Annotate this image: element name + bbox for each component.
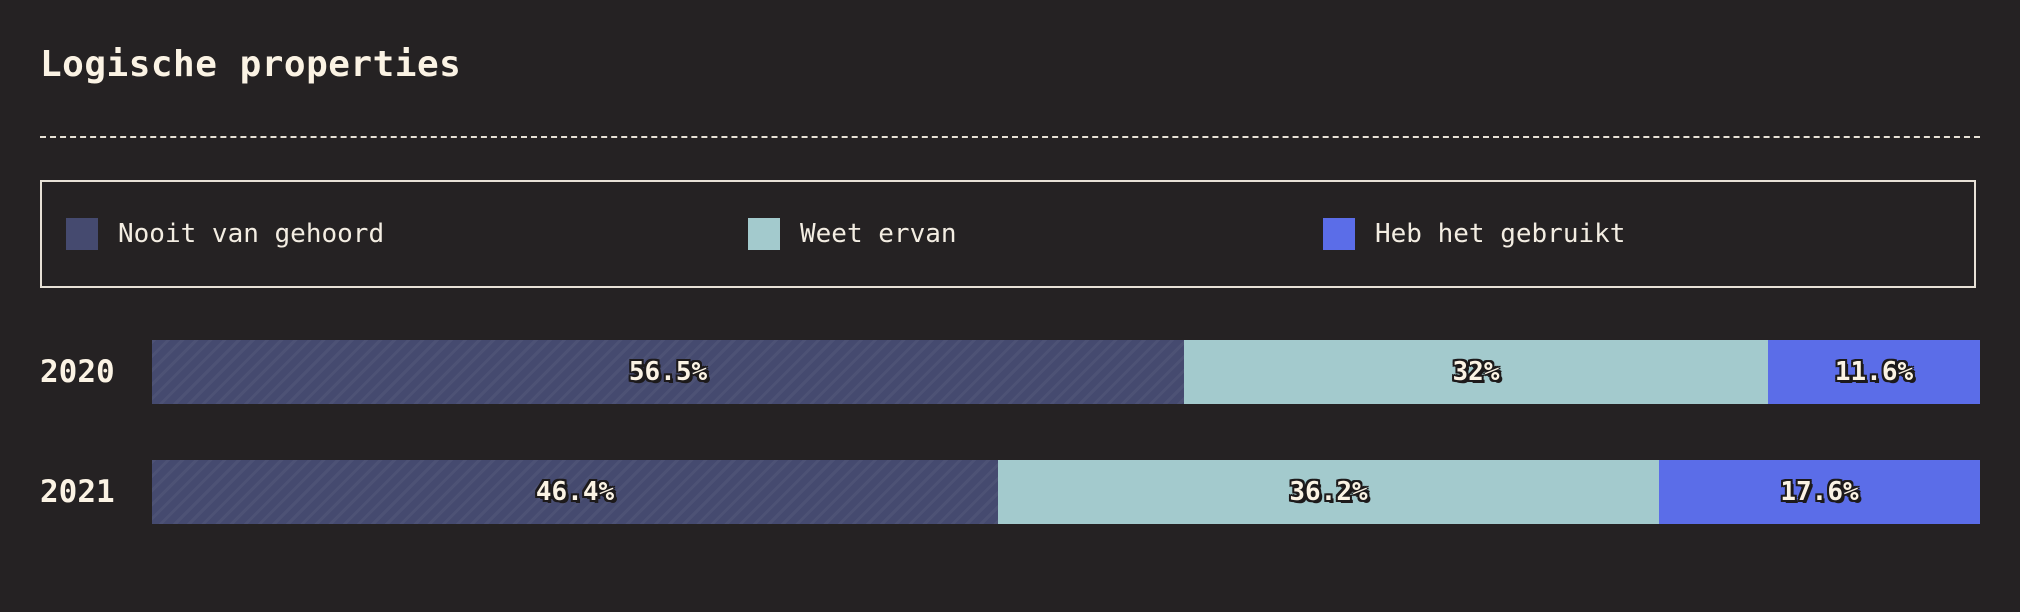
bar-segment-weet-ervan-2021: 36.2%: [998, 460, 1659, 524]
legend-item-nooit-van-gehoord: Nooit van gehoord: [66, 217, 384, 251]
bar-segment-heb-het-gebruikt-2020: 11.6%: [1768, 340, 1980, 404]
bar-row-2021: 2021 46.4% 36.2% 17.6%: [40, 460, 1980, 524]
data-label-nooit-van-gehoord-2021: 46.4%: [535, 477, 615, 507]
category-label-2020: 2020: [40, 354, 115, 390]
category-label-2021: 2021: [40, 474, 115, 510]
data-label-weet-ervan-2021: 36.2%: [1289, 477, 1368, 507]
legend-swatch-nooit-van-gehoord: [66, 218, 98, 250]
legend-label-heb-het-gebruikt: Heb het gebruikt: [1375, 219, 1626, 249]
legend-swatch-weet-ervan: [748, 218, 780, 250]
data-label-heb-het-gebruikt-2020: 11.6%: [1834, 357, 1914, 387]
data-label-nooit-van-gehoord-2020: 56.5%: [628, 357, 708, 387]
bar-row-2020: 2020 56.5% 32% 11.6%: [40, 340, 1980, 404]
legend-item-heb-het-gebruikt: Heb het gebruikt: [1323, 217, 1625, 251]
bar-segment-weet-ervan-2020: 32%: [1184, 340, 1768, 404]
bar-track-2021: 46.4% 36.2% 17.6%: [152, 460, 1980, 524]
bar-segment-nooit-van-gehoord-2021: 46.4%: [152, 460, 998, 524]
legend-swatch-heb-het-gebruikt: [1323, 218, 1355, 250]
legend-item-weet-ervan: Weet ervan: [748, 217, 957, 251]
data-label-heb-het-gebruikt-2021: 17.6%: [1780, 477, 1859, 507]
chart-title: Logische properties: [40, 44, 462, 85]
data-label-weet-ervan-2020: 32%: [1452, 357, 1500, 387]
legend-label-nooit-van-gehoord: Nooit van gehoord: [118, 219, 385, 249]
bar-segment-heb-het-gebruikt-2021: 17.6%: [1659, 460, 1980, 524]
legend-label-weet-ervan: Weet ervan: [800, 219, 957, 249]
title-divider: [40, 136, 1980, 138]
bar-segment-nooit-van-gehoord-2020: 56.5%: [152, 340, 1184, 404]
bar-track-2020: 56.5% 32% 11.6%: [152, 340, 1980, 404]
chart-legend: Nooit van gehoord Weet ervan Heb het gebru…: [40, 180, 1976, 288]
